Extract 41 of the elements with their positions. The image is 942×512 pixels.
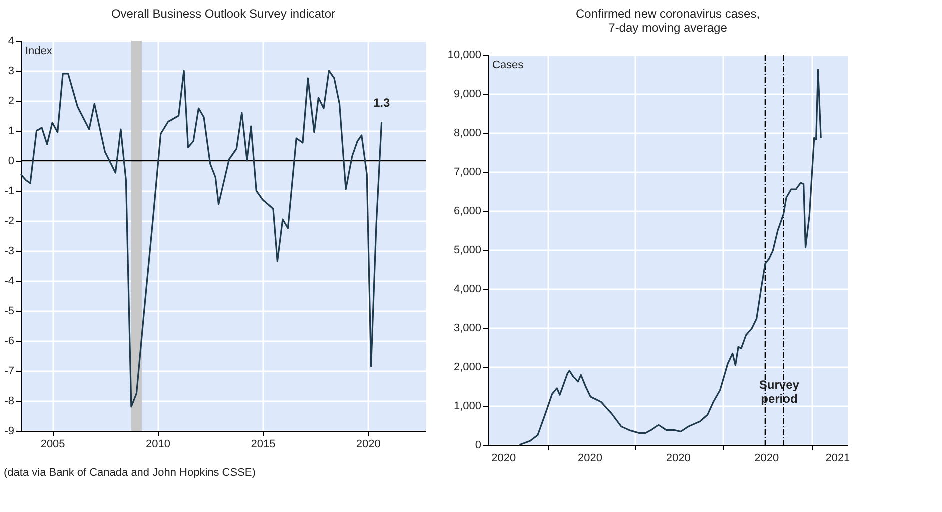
y-tick-label: -2 — [4, 216, 14, 228]
y-tick-label: -8 — [4, 396, 14, 408]
y-tick-label: -1 — [4, 186, 14, 198]
x-tick-label: 2021 — [826, 452, 850, 464]
x-tick-label: 2020 — [356, 438, 381, 450]
y-axis-title: Cases — [492, 60, 524, 72]
y-tick-label: 3,000 — [454, 322, 482, 334]
x-tick-label: 2020 — [578, 452, 602, 464]
y-tick-label: 2,000 — [454, 362, 482, 374]
y-tick-label: 9,000 — [454, 88, 482, 100]
y-tick-label: 1,000 — [454, 400, 482, 412]
y-tick-label: 2 — [8, 96, 14, 108]
x-tick-label: 2020 — [754, 452, 780, 464]
annotation: 1.3 — [373, 96, 390, 110]
y-tick-label: 4 — [8, 36, 14, 48]
y-tick-label: -4 — [4, 276, 14, 288]
x-tick-label: 2020 — [666, 452, 691, 464]
x-tick-label: 2010 — [146, 438, 170, 450]
y-tick-label: 1 — [8, 126, 14, 138]
y-tick-label: 7,000 — [454, 166, 482, 178]
chart-title: Overall Business Outlook Survey indicator — [111, 7, 336, 21]
y-tick-label: 8,000 — [454, 128, 482, 140]
y-tick-label: -6 — [4, 336, 14, 348]
x-tick-label: 2015 — [251, 438, 276, 450]
y-tick-label: 3 — [8, 66, 14, 78]
chart-title: Confirmed new coronavirus cases, 7-day moving average — [576, 7, 760, 35]
y-tick-label: -9 — [4, 426, 14, 438]
y-tick-label: 4,000 — [454, 284, 482, 296]
y-tick-label: -7 — [4, 366, 14, 378]
y-tick-label: 6,000 — [454, 206, 482, 218]
x-tick-label: 2020 — [492, 452, 516, 464]
y-tick-label: 0 — [475, 440, 482, 452]
y-tick-label: 10,000 — [448, 50, 482, 62]
y-tick-label: -5 — [4, 306, 14, 318]
y-tick-label: 5,000 — [454, 244, 482, 256]
x-tick-label: 2005 — [40, 438, 66, 450]
text: (data via Bank of Canada and John Hopkins CSSE) — [4, 467, 257, 479]
line-series — [518, 69, 822, 446]
y-axis-title: Index — [26, 46, 53, 58]
y-tick-label: 0 — [8, 156, 14, 168]
y-tick-label: -3 — [4, 246, 14, 258]
